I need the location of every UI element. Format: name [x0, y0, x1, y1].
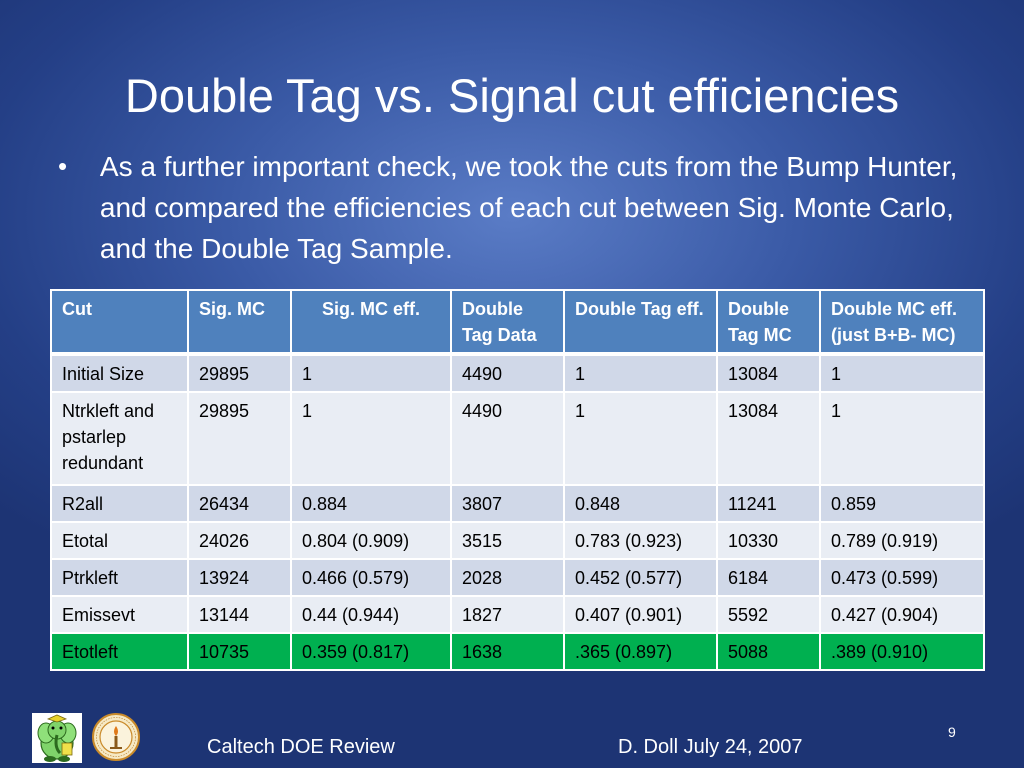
cell-sig-mc: 26434 [187, 484, 292, 523]
cell-double-tag-data: 4490 [450, 353, 565, 393]
cell-double-tag-eff: 0.452 (0.577) [563, 558, 718, 597]
slide-number: 9 [948, 724, 956, 740]
header-sig-mc: Sig. MC [187, 289, 292, 356]
cell-sig-mc-eff: 1 [290, 391, 452, 486]
cell-sig-mc: 29895 [187, 353, 292, 393]
elephant-mascot-logo [32, 713, 82, 763]
cell-double-tag-eff: .365 (0.897) [563, 632, 718, 671]
cell-double-tag-mc: 10330 [716, 521, 821, 560]
cell-double-mc-eff: 0.859 [819, 484, 985, 523]
cell-cut: R2all [50, 484, 189, 523]
header-double-tag-mc: Double Tag MC [716, 289, 821, 356]
slide-title: Double Tag vs. Signal cut efficiencies [124, 69, 900, 122]
bullet-text: As a further important check, we took th… [99, 151, 958, 264]
cell-double-tag-data: 1638 [450, 632, 565, 671]
cell-cut: Etotleft [50, 632, 189, 671]
cell-cut: Initial Size [50, 353, 189, 393]
header-sig-mc-eff: Sig. MC eff. [290, 289, 452, 356]
cell-sig-mc-eff: 1 [290, 353, 452, 393]
header-double-tag-eff: Double Tag eff. [563, 289, 718, 356]
cell-cut: Ntrkleft and pstarlep redundant [50, 391, 189, 486]
cell-cut: Etotal [50, 521, 189, 560]
cell-double-mc-eff: 1 [819, 353, 985, 393]
cell-double-tag-eff: 0.783 (0.923) [563, 521, 718, 560]
cell-double-tag-mc: 6184 [716, 558, 821, 597]
cell-double-tag-mc: 11241 [716, 484, 821, 523]
cell-sig-mc-eff: 0.44 (0.944) [290, 595, 452, 634]
cell-sig-mc: 13924 [187, 558, 292, 597]
cell-double-tag-data: 4490 [450, 391, 565, 486]
footer-event: Caltech DOE Review [207, 736, 395, 758]
cell-double-tag-eff: 0.407 (0.901) [563, 595, 718, 634]
cell-double-mc-eff: .389 (0.910) [819, 632, 985, 671]
header-double-tag-data: Double Tag Data [450, 289, 565, 356]
cell-cut: Emissevt [50, 595, 189, 634]
table-row: Emissevt 13144 0.44 (0.944) 1827 0.407 (… [50, 595, 985, 634]
bullet-point: • As a further important check, we took … [58, 146, 978, 269]
bullet-dot-icon: • [58, 151, 68, 181]
table-row: Etotal 24026 0.804 (0.909) 3515 0.783 (0… [50, 521, 985, 560]
cell-double-tag-data: 2028 [450, 558, 565, 597]
cell-double-tag-mc: 13084 [716, 353, 821, 393]
cell-sig-mc-eff: 0.466 (0.579) [290, 558, 452, 597]
cell-sig-mc: 24026 [187, 521, 292, 560]
cell-double-mc-eff: 1 [819, 391, 985, 486]
cell-double-tag-mc: 13084 [716, 391, 821, 486]
table-row: R2all 26434 0.884 3807 0.848 11241 0.859 [50, 484, 985, 523]
cell-double-tag-data: 1827 [450, 595, 565, 634]
cell-double-mc-eff: 0.789 (0.919) [819, 521, 985, 560]
header-double-mc-eff: Double MC eff. (just B+B- MC) [819, 289, 985, 356]
cell-double-tag-eff: 0.848 [563, 484, 718, 523]
table-header-row: Cut Sig. MC Sig. MC eff. Double Tag Data… [50, 289, 985, 356]
cell-sig-mc: 10735 [187, 632, 292, 671]
efficiency-table: Cut Sig. MC Sig. MC eff. Double Tag Data… [50, 289, 985, 671]
table-row: Initial Size 29895 1 4490 1 13084 1 [50, 353, 985, 393]
cell-sig-mc-eff: 0.804 (0.909) [290, 521, 452, 560]
cell-double-tag-eff: 1 [563, 391, 718, 486]
cell-sig-mc-eff: 0.884 [290, 484, 452, 523]
caltech-seal-logo [92, 713, 140, 761]
cell-cut: Ptrkleft [50, 558, 189, 597]
cell-double-tag-data: 3807 [450, 484, 565, 523]
cell-sig-mc: 29895 [187, 391, 292, 486]
table-row-highlighted: Etotleft 10735 0.359 (0.817) 1638 .365 (… [50, 632, 985, 671]
table-row: Ptrkleft 13924 0.466 (0.579) 2028 0.452 … [50, 558, 985, 597]
cell-double-tag-mc: 5088 [716, 632, 821, 671]
cell-double-mc-eff: 0.427 (0.904) [819, 595, 985, 634]
cell-double-tag-mc: 5592 [716, 595, 821, 634]
cell-sig-mc-eff: 0.359 (0.817) [290, 632, 452, 671]
cell-double-mc-eff: 0.473 (0.599) [819, 558, 985, 597]
cell-double-tag-data: 3515 [450, 521, 565, 560]
table-row: Ntrkleft and pstarlep redundant 29895 1 … [50, 391, 985, 486]
cell-double-tag-eff: 1 [563, 353, 718, 393]
footer-author-date: D. Doll July 24, 2007 [618, 736, 803, 758]
header-cut: Cut [50, 289, 189, 356]
cell-sig-mc: 13144 [187, 595, 292, 634]
